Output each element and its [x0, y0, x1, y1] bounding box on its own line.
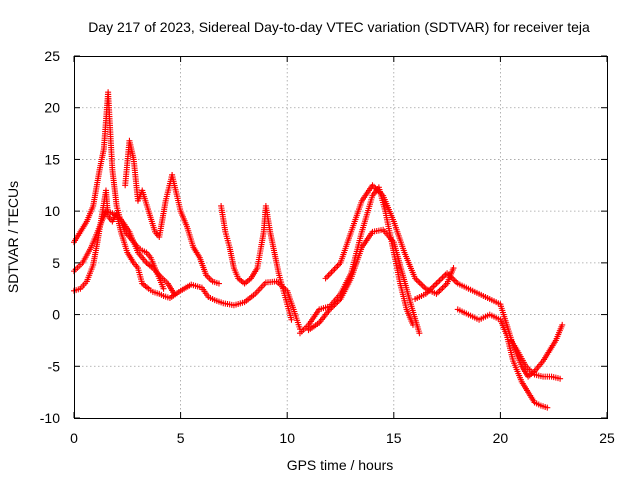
y-tick-label: -10 [40, 410, 60, 426]
data-point [288, 316, 295, 323]
series-track-k [454, 306, 551, 411]
y-tick-label: 25 [44, 48, 60, 64]
data-point [544, 404, 551, 411]
x-axis-label: GPS time / hours [287, 457, 394, 473]
series-track-c [71, 89, 167, 292]
data-point [215, 280, 222, 287]
y-axis-label: SDTVAR / TECUs [5, 181, 21, 293]
series-track-l [508, 337, 564, 382]
series-track-h [305, 226, 423, 337]
data-point [171, 290, 178, 297]
x-tick-label: 0 [70, 430, 78, 446]
y-tick-label: 10 [44, 203, 60, 219]
chart-title: Day 217 of 2023, Sidereal Day-to-day VTE… [88, 19, 590, 35]
y-tick-label: 0 [52, 307, 60, 323]
x-tick-label: 20 [493, 430, 509, 446]
y-tick-label: 20 [44, 100, 60, 116]
y-tick-label: 15 [44, 151, 60, 167]
data-point [160, 285, 167, 292]
series-track-f [218, 202, 295, 323]
data-point [416, 330, 423, 337]
series-track-d [122, 137, 176, 240]
data-point [557, 375, 564, 382]
x-tick-label: 10 [279, 430, 295, 446]
series-track-e [169, 171, 222, 287]
data-point [450, 265, 457, 272]
x-tick-label: 5 [177, 430, 185, 446]
y-tick-label: 5 [52, 255, 60, 271]
grid [74, 56, 607, 418]
series-track-j [412, 270, 566, 380]
axis-ticks: 0 5 10 15 20 25 -10 -5 0 5 10 15 20 25 [40, 48, 615, 446]
plot-frame [74, 56, 608, 419]
y-tick-label: -5 [48, 358, 61, 374]
data-points [71, 89, 566, 411]
data-point [559, 321, 566, 328]
x-tick-label: 25 [599, 430, 615, 446]
x-tick-label: 15 [386, 430, 402, 446]
